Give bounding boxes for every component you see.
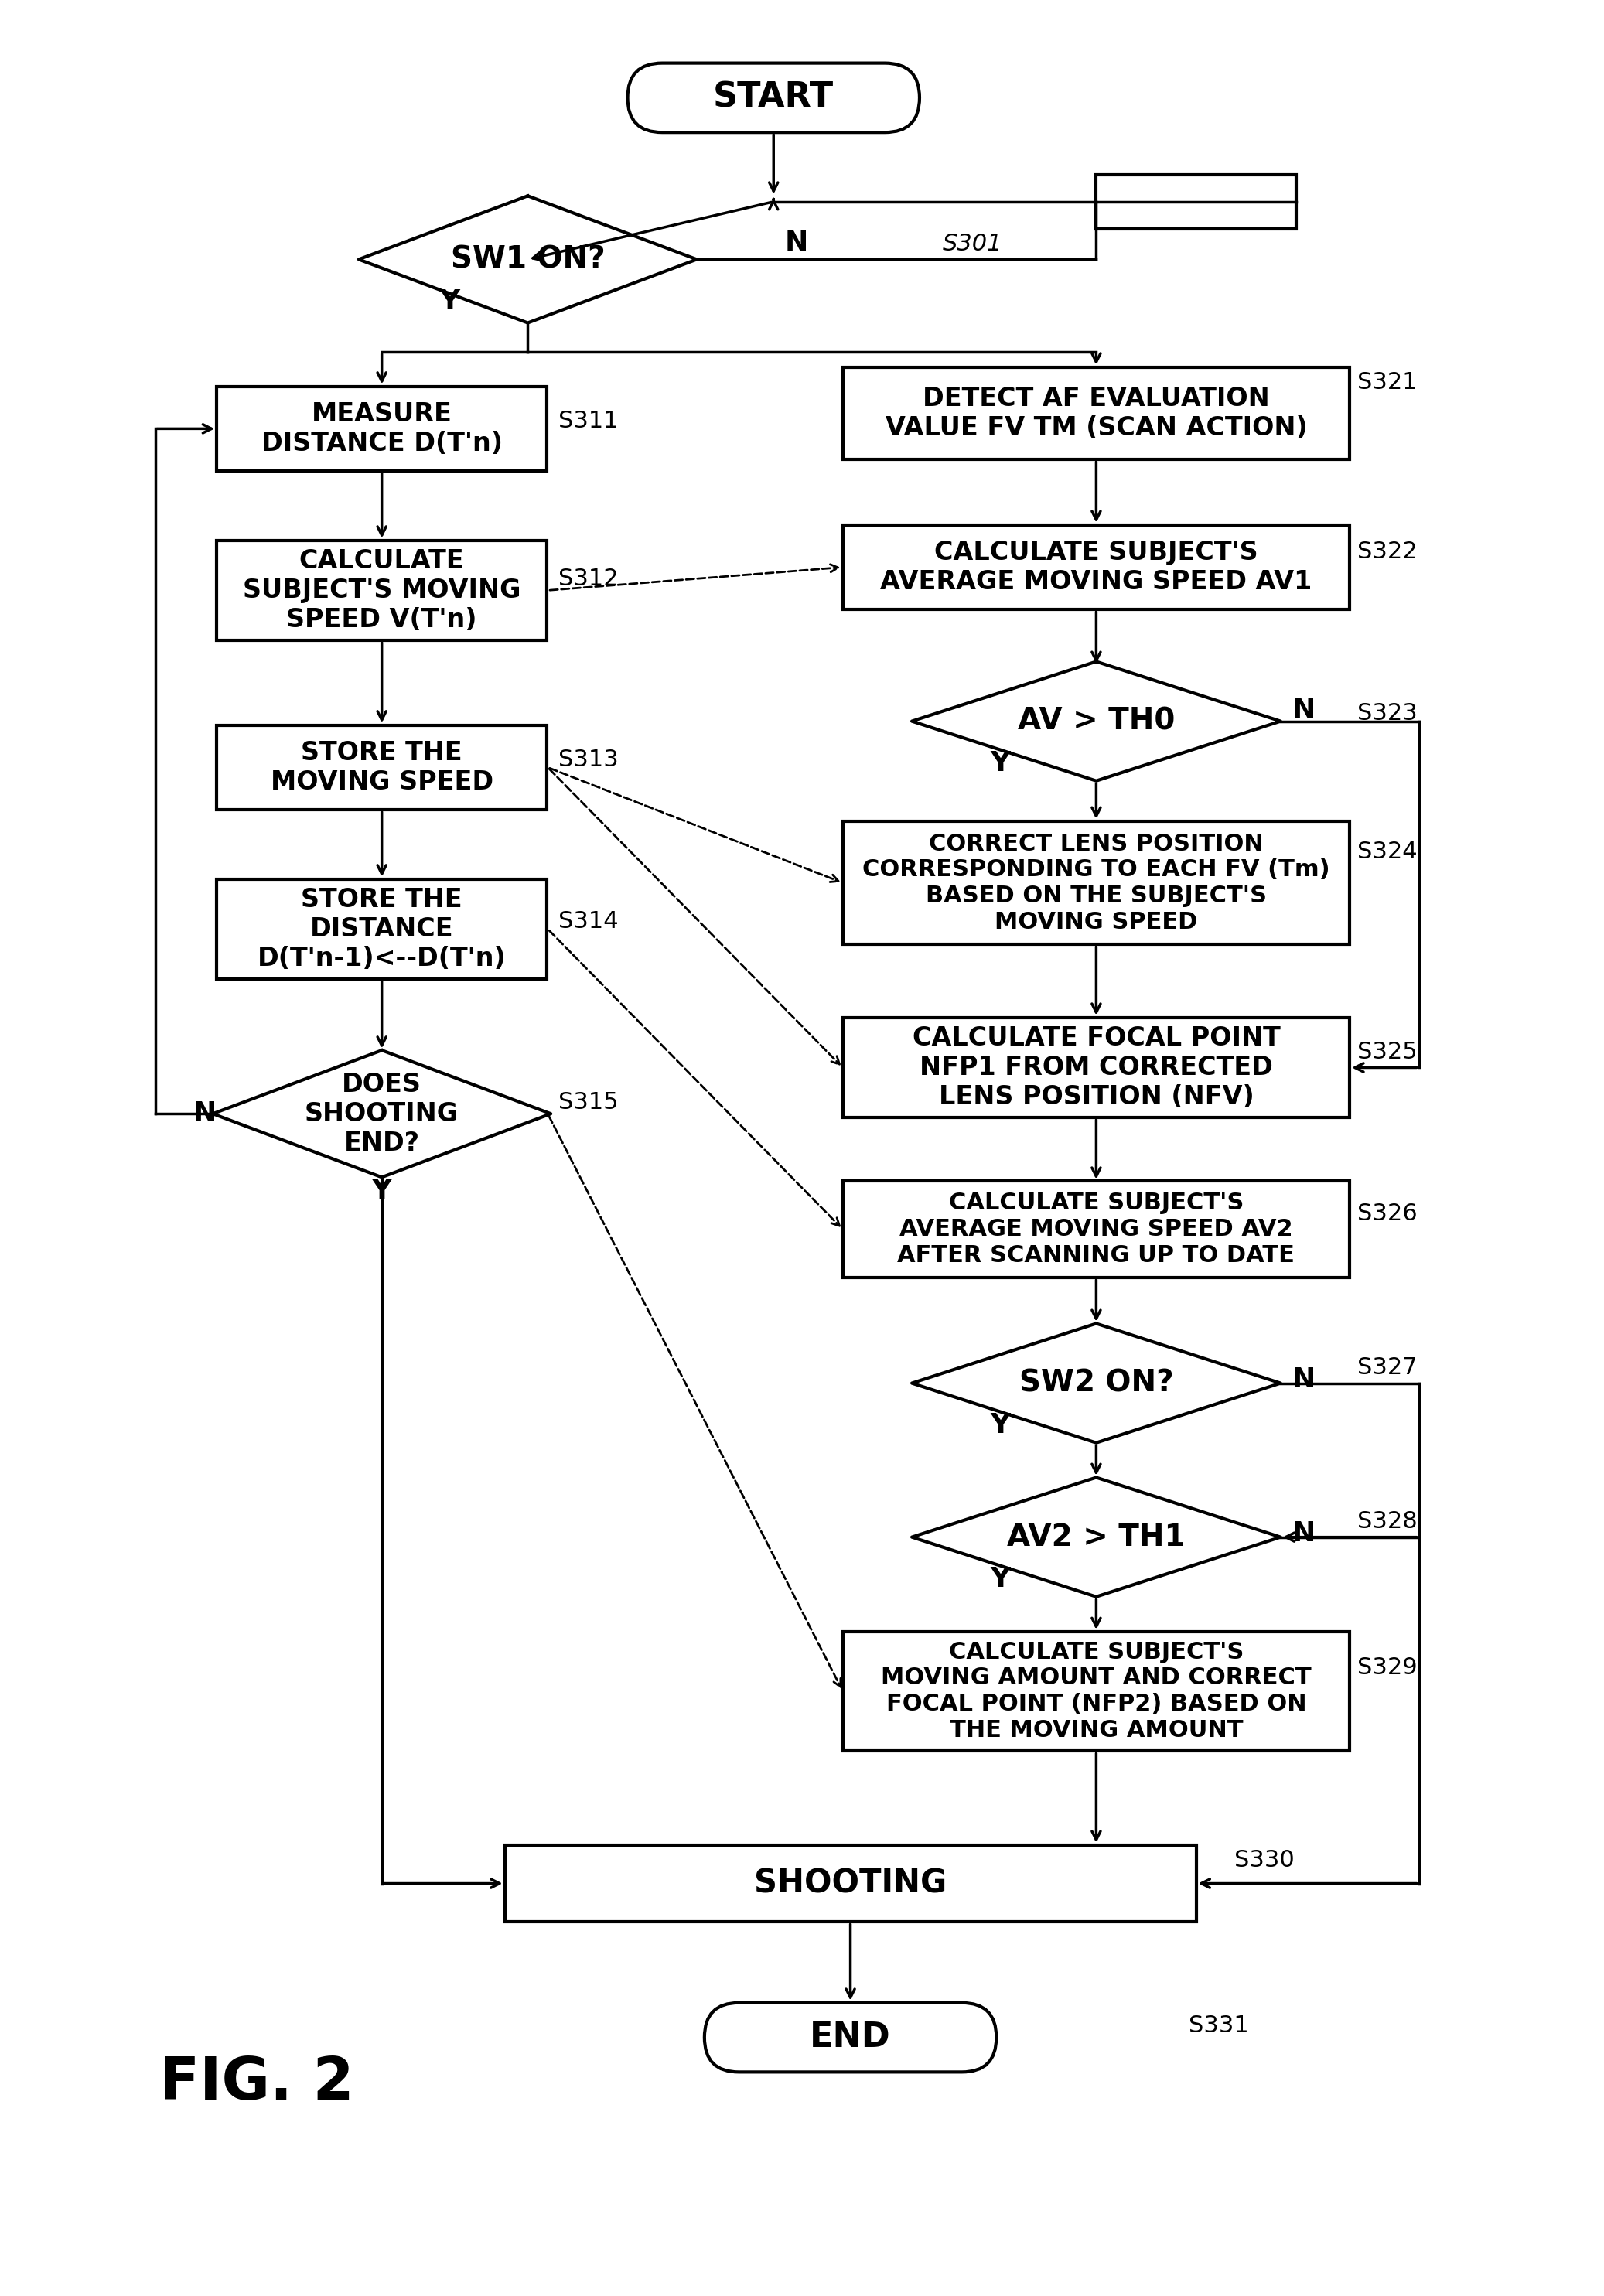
Text: S323: S323	[1357, 703, 1418, 726]
Text: S322: S322	[1357, 540, 1418, 563]
FancyBboxPatch shape	[842, 526, 1349, 611]
Text: STORE THE
MOVING SPEED: STORE THE MOVING SPEED	[271, 739, 492, 794]
Text: CALCULATE SUBJECT'S
AVERAGE MOVING SPEED AV2
AFTER SCANNING UP TO DATE: CALCULATE SUBJECT'S AVERAGE MOVING SPEED…	[898, 1192, 1294, 1267]
Text: S315: S315	[558, 1091, 619, 1114]
Text: START: START	[714, 80, 834, 115]
Text: CALCULATE
SUBJECT'S MOVING
SPEED V(T'n): CALCULATE SUBJECT'S MOVING SPEED V(T'n)	[242, 549, 521, 634]
Text: N: N	[1291, 1520, 1315, 1548]
Text: AV > TH0: AV > TH0	[1017, 707, 1174, 737]
Text: END: END	[810, 2020, 890, 2055]
FancyBboxPatch shape	[842, 822, 1349, 944]
Text: S314: S314	[558, 909, 619, 932]
FancyBboxPatch shape	[842, 1180, 1349, 1277]
FancyBboxPatch shape	[217, 386, 547, 471]
FancyBboxPatch shape	[505, 1846, 1197, 1922]
FancyBboxPatch shape	[842, 1017, 1349, 1118]
FancyBboxPatch shape	[627, 62, 919, 133]
Text: N: N	[1291, 1366, 1315, 1391]
Text: Y: Y	[439, 289, 459, 315]
Text: Y: Y	[990, 1566, 1011, 1593]
Text: N: N	[784, 230, 808, 255]
Text: Y: Y	[990, 1412, 1011, 1440]
Text: S312: S312	[558, 567, 619, 590]
FancyBboxPatch shape	[217, 540, 547, 641]
Text: S327: S327	[1357, 1357, 1418, 1380]
Text: FIG. 2: FIG. 2	[159, 2055, 354, 2112]
Text: SW1 ON?: SW1 ON?	[451, 246, 605, 273]
Text: N: N	[194, 1100, 217, 1127]
Text: AV2 > TH1: AV2 > TH1	[1007, 1522, 1185, 1552]
Text: Y: Y	[372, 1178, 391, 1203]
Text: CALCULATE SUBJECT'S
AVERAGE MOVING SPEED AV1: CALCULATE SUBJECT'S AVERAGE MOVING SPEED…	[881, 540, 1312, 595]
Text: S311: S311	[558, 409, 619, 432]
Text: N: N	[1291, 696, 1315, 723]
Text: SW2 ON?: SW2 ON?	[1019, 1368, 1174, 1398]
Text: MEASURE
DISTANCE D(T'n): MEASURE DISTANCE D(T'n)	[261, 402, 502, 457]
Text: S330: S330	[1235, 1848, 1294, 1871]
Text: S301: S301	[943, 232, 1002, 255]
FancyBboxPatch shape	[217, 726, 547, 810]
Text: S331: S331	[1189, 2014, 1248, 2037]
FancyBboxPatch shape	[842, 367, 1349, 459]
Text: S321: S321	[1357, 372, 1418, 393]
Text: STORE THE
DISTANCE
D(T'n-1)<--D(T'n): STORE THE DISTANCE D(T'n-1)<--D(T'n)	[257, 886, 507, 971]
Text: S324: S324	[1357, 840, 1418, 863]
Text: S326: S326	[1357, 1203, 1418, 1226]
Text: CALCULATE SUBJECT'S
MOVING AMOUNT AND CORRECT
FOCAL POINT (NFP2) BASED ON
THE MO: CALCULATE SUBJECT'S MOVING AMOUNT AND CO…	[881, 1642, 1312, 1740]
FancyBboxPatch shape	[842, 1632, 1349, 1750]
Text: S328: S328	[1357, 1511, 1418, 1534]
Text: CALCULATE FOCAL POINT
NFP1 FROM CORRECTED
LENS POSITION (NFV): CALCULATE FOCAL POINT NFP1 FROM CORRECTE…	[913, 1026, 1280, 1109]
FancyBboxPatch shape	[1096, 174, 1296, 230]
FancyBboxPatch shape	[704, 2002, 996, 2071]
Text: DOES
SHOOTING
END?: DOES SHOOTING END?	[305, 1072, 459, 1157]
Text: DETECT AF EVALUATION
VALUE FV TM (SCAN ACTION): DETECT AF EVALUATION VALUE FV TM (SCAN A…	[885, 386, 1307, 441]
FancyBboxPatch shape	[217, 879, 547, 978]
Text: S313: S313	[558, 748, 619, 771]
Text: SHOOTING: SHOOTING	[754, 1867, 946, 1899]
Text: Y: Y	[990, 751, 1011, 776]
Text: CORRECT LENS POSITION
CORRESPONDING TO EACH FV (Tm)
BASED ON THE SUBJECT'S
MOVIN: CORRECT LENS POSITION CORRESPONDING TO E…	[863, 833, 1330, 932]
Text: S325: S325	[1357, 1040, 1418, 1063]
Text: S329: S329	[1357, 1658, 1418, 1678]
